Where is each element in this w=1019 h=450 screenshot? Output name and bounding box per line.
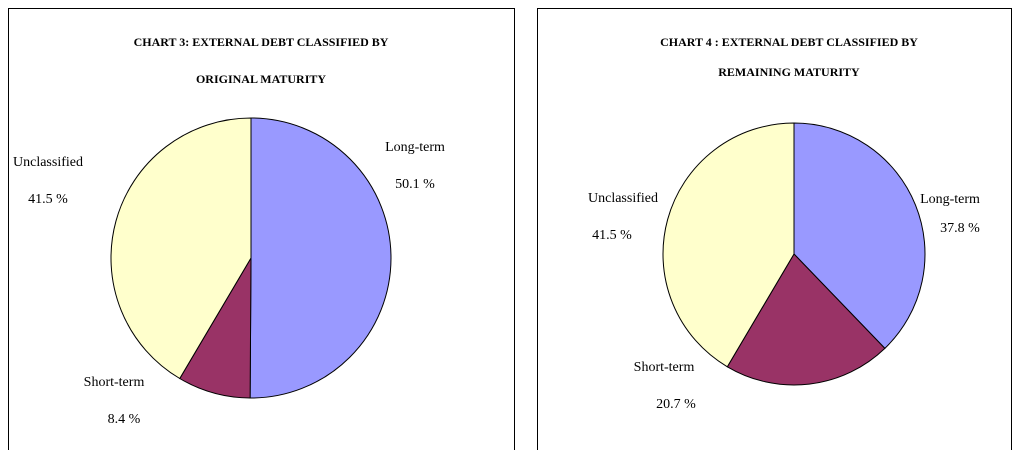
slice-label: Long-term [385,140,445,155]
value-label: 41.5 % [592,228,632,243]
slice-label: Short-term [634,360,695,375]
pie-slice [110,117,252,380]
pie-slice [249,117,392,399]
chart-frame [8,8,515,450]
slice-label: Unclassified [588,191,658,206]
value-label: 20.7 % [656,397,696,412]
slice-label: Long-term [920,192,980,207]
chart-title: ORIGINAL MATURITY [196,72,326,86]
pie-slice [793,122,926,350]
chart-title: REMAINING MATURITY [718,65,860,79]
value-label: 8.4 % [108,412,141,427]
slice-label: Short-term [84,375,145,390]
value-label: 37.8 % [940,221,980,236]
chart-title: CHART 4 : EXTERNAL DEBT CLASSIFIED BY [660,35,918,49]
slice-label: Unclassified [13,155,83,170]
pie-slice [662,122,795,368]
chart-title: CHART 3: EXTERNAL DEBT CLASSIFIED BY [134,35,389,49]
pie-slice [726,253,886,386]
chart-frame [537,8,1012,450]
value-label: 50.1 % [395,177,435,192]
value-label: 41.5 % [28,192,68,207]
